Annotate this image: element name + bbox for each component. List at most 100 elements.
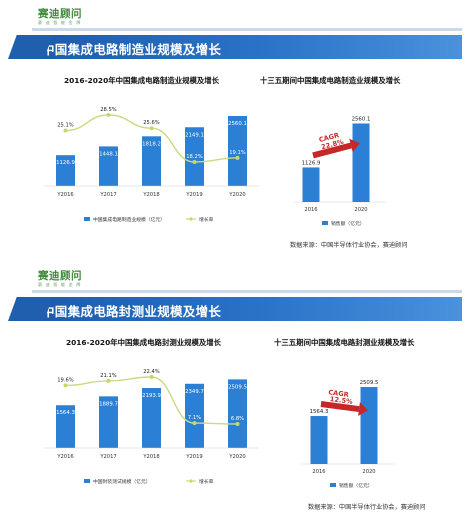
combo-chart-packaging: 1564.3 Y2016 1889.7 Y2017 2193.9 Y2018 2349.7 Y…: [44, 369, 259, 485]
bar-value-label: 2560.1: [228, 121, 247, 127]
growth-rate-point: [149, 126, 154, 131]
growth-rate-point: [149, 375, 154, 379]
section-banner: 中国集成电路封测业规模及增长: [22, 297, 462, 321]
logo-tagline: 赛 迪 智 能 金 牌: [38, 20, 82, 25]
logo-tagline: 赛 迪 智 能 金 牌: [38, 282, 82, 287]
cagr-arrow-head: [349, 138, 360, 153]
growth-rate-point: [192, 160, 197, 164]
chart-title: 十三五期间中国集成电路制造业规模及增长: [260, 76, 401, 85]
legend-swatch-bar: [84, 217, 90, 221]
bar: [360, 387, 378, 464]
legend-label-bar: 中国封装测试规模（亿元）: [93, 478, 151, 485]
bar: [142, 388, 161, 448]
header-accent-line: [32, 28, 462, 31]
growth-rate-label: 21.1%: [100, 373, 117, 379]
bar: [185, 127, 204, 186]
bar: [302, 167, 320, 202]
legend-swatch-bar: [84, 479, 90, 483]
growth-rate-point: [63, 383, 68, 388]
legend-marker-line: [189, 217, 193, 221]
x-tick-label: 2016: [312, 469, 325, 475]
section-banner: 中国集成电路制造业规模及增长: [22, 35, 462, 59]
data-source: 数据来源：中国半导体行业协会，赛迪顾问: [290, 242, 408, 249]
bar: [310, 416, 328, 464]
legend-label-bar: 销售额（亿元）: [331, 220, 365, 227]
bar: [185, 383, 204, 448]
chart-title: 2016-2020年中国集成电路封测业规模及增长: [66, 338, 222, 347]
growth-rate-label: 19.1%: [229, 150, 246, 156]
bar: [228, 116, 247, 186]
cagr-arrow-shaft: [320, 401, 360, 413]
growth-rate-point: [63, 128, 68, 133]
bar: [228, 379, 247, 448]
cagr-label: CAGR: [328, 388, 349, 399]
growth-rate-point: [106, 378, 111, 383]
logo-text: 赛迪顾问: [38, 8, 82, 20]
legend-label-line: 增长率: [199, 478, 214, 485]
bar-value-label: 2509.5: [228, 384, 247, 390]
growth-rate-label: 25.1%: [57, 123, 74, 129]
x-tick-label: Y2016: [56, 192, 73, 198]
x-tick-label: 2020: [354, 207, 367, 213]
legend-swatch-bar: [322, 221, 328, 225]
bar-value-label: 1126.9: [302, 160, 321, 166]
x-tick-label: 2020: [362, 469, 375, 475]
legend-label-line: 增长率: [199, 216, 214, 223]
growth-rate-point: [106, 113, 111, 117]
x-tick-label: Y2018: [142, 192, 159, 198]
bar-value-label: 1126.9: [56, 160, 75, 166]
bar-value-label: 2349.7: [185, 389, 204, 395]
legend-marker-line: [189, 479, 193, 483]
legend-swatch-bar: [330, 483, 336, 487]
x-tick-label: Y2017: [99, 192, 116, 198]
growth-rate-label: 28.5%: [100, 107, 117, 113]
legend-label-bar: 中国集成电路制造业规模（亿元）: [93, 216, 165, 223]
growth-rate-label: 18.2%: [186, 154, 203, 160]
bar-value-label: 1818.2: [142, 141, 161, 147]
cagr-arrow-shaft: [312, 142, 352, 159]
section-title: 中国集成电路制造业规模及增长: [42, 42, 222, 57]
logo: 赛迪顾问 赛 迪 智 能 金 牌: [38, 268, 82, 288]
growth-rate-label: 22.4%: [143, 369, 160, 375]
growth-rate-point: [235, 155, 240, 160]
x-tick-label: Y2020: [228, 192, 245, 198]
header-accent-line: [32, 290, 462, 293]
chart-title: 十三五期间中国集成电路封测业规模及增长: [274, 338, 415, 347]
logo-text: 赛迪顾问: [38, 270, 82, 282]
combo-chart-manufacturing: 1126.9 Y2016 1448.1 Y2017 1818.2 Y2018 2149.1 Y…: [44, 107, 259, 223]
bar-value-label: 2509.5: [360, 380, 379, 386]
logo: 赛迪顾问 赛 迪 智 能 金 牌: [38, 6, 82, 26]
bar: [56, 155, 75, 186]
bar-value-label: 2560.1: [352, 116, 371, 122]
bar: [56, 405, 75, 448]
growth-rate-label: 25.6%: [143, 120, 160, 126]
x-tick-label: Y2017: [99, 454, 116, 460]
bar-value-label: 1564.3: [56, 410, 75, 416]
chart-title: 2016-2020年中国集成电路制造业规模及增长: [64, 76, 220, 85]
bar: [99, 146, 118, 186]
growth-rate-label: 19.6%: [57, 377, 74, 383]
packaging-section: 赛迪顾问 赛 迪 智 能 金 牌 中国集成电路封测业规模及增长 2016-202…: [8, 268, 462, 518]
growth-rate-label: 7.1%: [188, 415, 201, 421]
manufacturing-section: 赛迪顾问 赛 迪 智 能 金 牌 中国集成电路制造业规模及增长 2016-202…: [8, 6, 462, 256]
bar: [352, 123, 370, 202]
bar: [99, 396, 118, 448]
data-source: 数据来源：中国半导体行业协会，赛迪顾问: [308, 504, 426, 511]
growth-rate-label: 6.8%: [231, 416, 244, 422]
growth-rate-point: [235, 422, 240, 426]
cagr-arrow-head: [358, 402, 368, 416]
legend-label-bar: 销售额（亿元）: [339, 482, 373, 489]
bar-value-label: 1448.1: [99, 151, 118, 157]
cagr-value: 12.5%: [329, 395, 353, 406]
x-tick-label: 2016: [304, 207, 317, 213]
x-tick-label: Y2020: [228, 454, 245, 460]
x-tick-label: Y2018: [142, 454, 159, 460]
section-title: 中国集成电路封测业规模及增长: [42, 304, 222, 319]
bar-value-label: 1889.7: [99, 401, 118, 407]
x-tick-label: Y2019: [185, 454, 202, 460]
x-tick-label: Y2019: [185, 192, 202, 198]
bar-value-label: 2193.9: [142, 393, 161, 399]
bar: [142, 136, 161, 186]
